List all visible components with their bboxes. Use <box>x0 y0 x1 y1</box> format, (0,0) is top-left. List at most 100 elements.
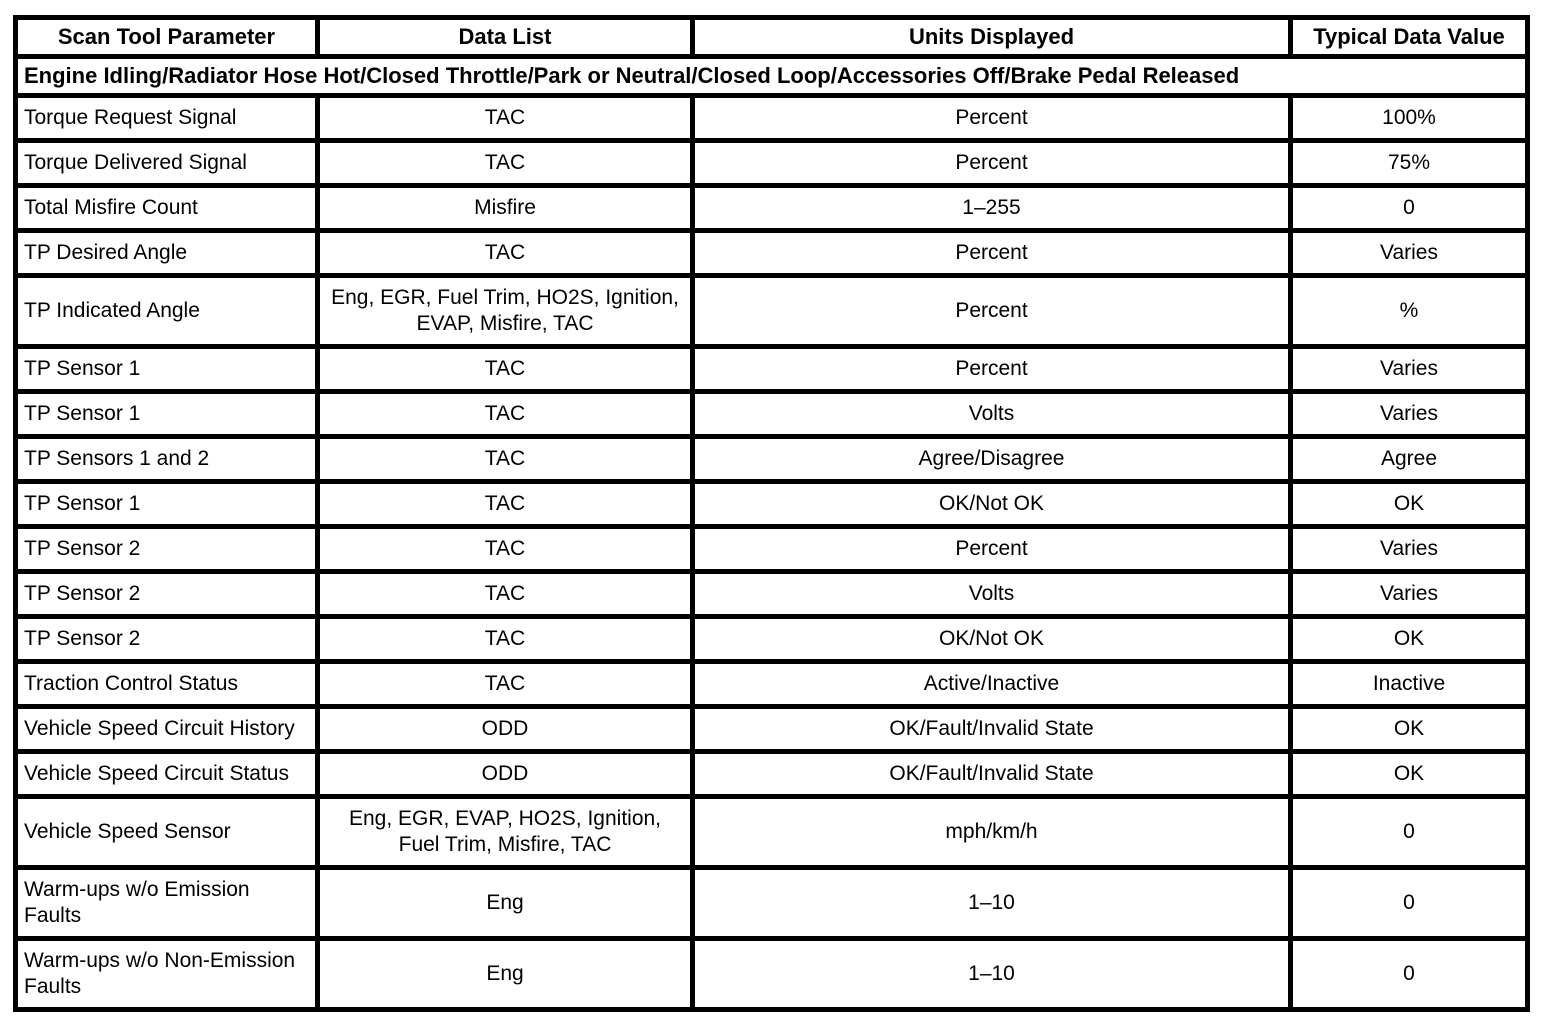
table-row: TP Desired Angle TAC Percent Varies <box>13 228 1530 278</box>
cell-units: 1–10 <box>690 865 1293 941</box>
cell-value: OK <box>1288 704 1530 754</box>
cell-data-list: TAC <box>315 138 695 188</box>
table-row: TP Indicated Angle Eng, EGR, Fuel Trim, H… <box>13 273 1530 349</box>
table-row: Warm-ups w/o Emission Faults Eng 1–10 0 <box>13 865 1530 941</box>
cell-parameter: Torque Request Signal <box>13 93 320 143</box>
cell-data-list: TAC <box>315 614 695 664</box>
table-row: Torque Request Signal TAC Percent 100% <box>13 93 1530 143</box>
cell-data-list: TAC <box>315 434 695 484</box>
scan-tool-parameter-table: Scan Tool Parameter Data List Units Disp… <box>13 15 1530 1012</box>
cell-units: Percent <box>690 344 1293 394</box>
cell-data-list: Eng <box>315 936 695 1012</box>
cell-value: 0 <box>1288 794 1530 870</box>
cell-value: Varies <box>1288 569 1530 619</box>
column-header-units-displayed: Units Displayed <box>690 15 1293 59</box>
cell-parameter: TP Sensor 1 <box>13 344 320 394</box>
cell-data-list: TAC <box>315 659 695 709</box>
cell-data-list: TAC <box>315 93 695 143</box>
condition-text: Engine Idling/Radiator Hose Hot/Closed T… <box>13 54 1530 98</box>
cell-value: Varies <box>1288 389 1530 439</box>
cell-data-list: TAC <box>315 524 695 574</box>
cell-units: Percent <box>690 228 1293 278</box>
table-row: Vehicle Speed Circuit History ODD OK/Fault… <box>13 704 1530 754</box>
table-row: TP Sensors 1 and 2 TAC Agree/Disagree Agree <box>13 434 1530 484</box>
cell-value: OK <box>1288 614 1530 664</box>
cell-value: OK <box>1288 479 1530 529</box>
cell-units: Agree/Disagree <box>690 434 1293 484</box>
cell-data-list: TAC <box>315 569 695 619</box>
table-row: Traction Control Status TAC Active/Inactiv… <box>13 659 1530 709</box>
cell-units: OK/Fault/Invalid State <box>690 704 1293 754</box>
table-row: Torque Delivered Signal TAC Percent 75% <box>13 138 1530 188</box>
cell-value: Inactive <box>1288 659 1530 709</box>
page: Scan Tool Parameter Data List Units Disp… <box>13 15 1530 1012</box>
cell-value: 75% <box>1288 138 1530 188</box>
header-row: Scan Tool Parameter Data List Units Disp… <box>13 15 1530 59</box>
cell-parameter: TP Desired Angle <box>13 228 320 278</box>
column-header-scan-tool-parameter: Scan Tool Parameter <box>13 15 320 59</box>
column-header-typical-data-value: Typical Data Value <box>1288 15 1530 59</box>
cell-parameter: TP Sensors 1 and 2 <box>13 434 320 484</box>
cell-parameter: TP Sensor 1 <box>13 479 320 529</box>
cell-data-list: TAC <box>315 344 695 394</box>
cell-data-list: TAC <box>315 389 695 439</box>
condition-row: Engine Idling/Radiator Hose Hot/Closed T… <box>13 54 1530 98</box>
cell-parameter: Total Misfire Count <box>13 183 320 233</box>
table-row: TP Sensor 1 TAC Volts Varies <box>13 389 1530 439</box>
cell-value: 0 <box>1288 183 1530 233</box>
cell-parameter: TP Indicated Angle <box>13 273 320 349</box>
cell-parameter: Warm-ups w/o Non-Emission Faults <box>13 936 320 1012</box>
cell-data-list: Eng <box>315 865 695 941</box>
table-row: TP Sensor 2 TAC OK/Not OK OK <box>13 614 1530 664</box>
table-row: TP Sensor 1 TAC OK/Not OK OK <box>13 479 1530 529</box>
cell-units: 1–255 <box>690 183 1293 233</box>
table-row: Vehicle Speed Sensor Eng, EGR, EVAP, HO2S… <box>13 794 1530 870</box>
cell-parameter: Vehicle Speed Circuit Status <box>13 749 320 799</box>
column-header-data-list: Data List <box>315 15 695 59</box>
cell-value: 0 <box>1288 936 1530 1012</box>
cell-data-list: TAC <box>315 479 695 529</box>
table-row: TP Sensor 2 TAC Percent Varies <box>13 524 1530 574</box>
cell-parameter: TP Sensor 2 <box>13 614 320 664</box>
cell-parameter: Vehicle Speed Sensor <box>13 794 320 870</box>
table-row: Warm-ups w/o Non-Emission Faults Eng 1–10 0 <box>13 936 1530 1012</box>
cell-units: Percent <box>690 524 1293 574</box>
cell-units: mph/km/h <box>690 794 1293 870</box>
cell-parameter: TP Sensor 1 <box>13 389 320 439</box>
cell-units: Volts <box>690 569 1293 619</box>
cell-units: Active/Inactive <box>690 659 1293 709</box>
table-row: TP Sensor 1 TAC Percent Varies <box>13 344 1530 394</box>
table-body: Torque Request Signal TAC Percent 100% Torqu… <box>13 93 1530 1012</box>
table-row: Total Misfire Count Misfire 1–255 0 <box>13 183 1530 233</box>
cell-parameter: Vehicle Speed Circuit History <box>13 704 320 754</box>
cell-value: 0 <box>1288 865 1530 941</box>
cell-units: Percent <box>690 273 1293 349</box>
cell-units: 1–10 <box>690 936 1293 1012</box>
cell-units: OK/Not OK <box>690 614 1293 664</box>
cell-data-list: ODD <box>315 749 695 799</box>
cell-value: Agree <box>1288 434 1530 484</box>
cell-units: Percent <box>690 138 1293 188</box>
cell-units: Percent <box>690 93 1293 143</box>
cell-data-list: Misfire <box>315 183 695 233</box>
cell-units: Volts <box>690 389 1293 439</box>
cell-value: Varies <box>1288 228 1530 278</box>
cell-data-list: ODD <box>315 704 695 754</box>
cell-units: OK/Fault/Invalid State <box>690 749 1293 799</box>
cell-data-list: Eng, EGR, EVAP, HO2S, Ignition, Fuel Tri… <box>315 794 695 870</box>
cell-value: Varies <box>1288 524 1530 574</box>
cell-parameter: Torque Delivered Signal <box>13 138 320 188</box>
table-row: TP Sensor 2 TAC Volts Varies <box>13 569 1530 619</box>
cell-parameter: TP Sensor 2 <box>13 524 320 574</box>
cell-data-list: TAC <box>315 228 695 278</box>
cell-value: Varies <box>1288 344 1530 394</box>
table-row: Vehicle Speed Circuit Status ODD OK/Fault/… <box>13 749 1530 799</box>
cell-value: % <box>1288 273 1530 349</box>
cell-value: OK <box>1288 749 1530 799</box>
cell-parameter: Traction Control Status <box>13 659 320 709</box>
cell-units: OK/Not OK <box>690 479 1293 529</box>
cell-data-list: Eng, EGR, Fuel Trim, HO2S, Ignition, EVA… <box>315 273 695 349</box>
cell-value: 100% <box>1288 93 1530 143</box>
cell-parameter: Warm-ups w/o Emission Faults <box>13 865 320 941</box>
cell-parameter: TP Sensor 2 <box>13 569 320 619</box>
